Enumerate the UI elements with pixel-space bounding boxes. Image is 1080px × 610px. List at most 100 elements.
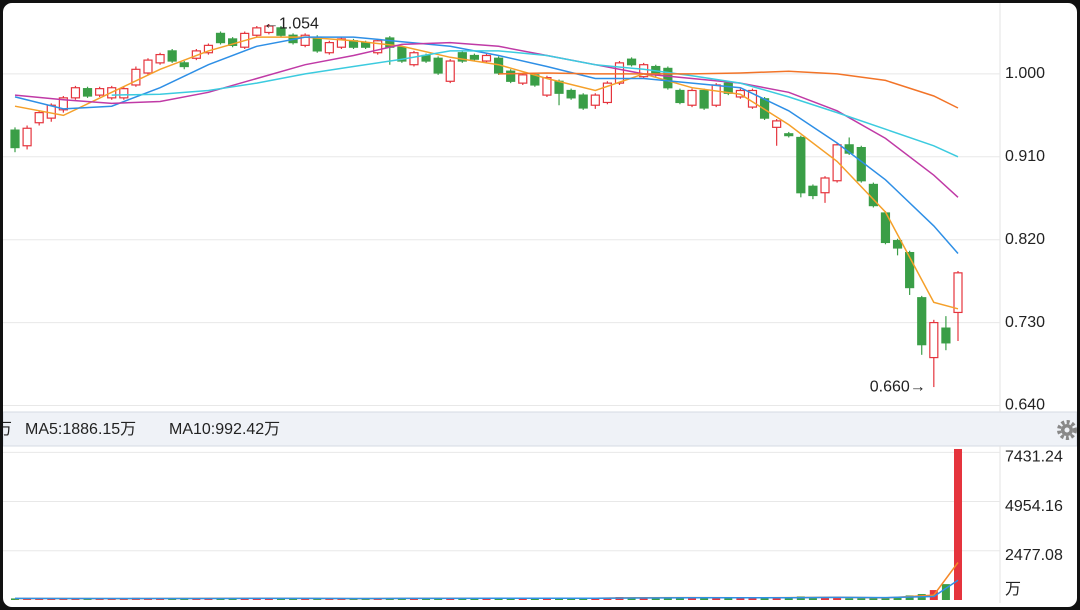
candle-body <box>506 70 516 82</box>
gear-hole <box>1064 427 1070 433</box>
volume-bar <box>700 597 709 600</box>
candle-body <box>336 38 347 48</box>
volume-bar <box>893 597 902 600</box>
volume-bar <box>107 598 116 600</box>
candle-body <box>699 89 709 109</box>
candle-body <box>264 25 274 34</box>
candle-body <box>155 53 165 64</box>
volume-bar <box>591 598 600 600</box>
legend-entry: MA10:992.42万 <box>169 421 280 438</box>
volume-bar <box>83 598 92 600</box>
ma-line <box>111 50 959 158</box>
candle-body <box>119 88 129 99</box>
y-tick-label: 2477.08 <box>1005 547 1063 564</box>
volume-bar <box>470 598 479 600</box>
volume-bar <box>349 598 358 600</box>
volume-bar <box>760 597 769 600</box>
y-tick-label: 7431.24 <box>1005 449 1063 466</box>
candle-body <box>602 82 612 104</box>
candle-body <box>421 54 431 62</box>
volume-bar <box>821 597 830 600</box>
candle-body <box>675 89 685 104</box>
candle-body <box>397 46 407 62</box>
volume-bar <box>530 598 539 600</box>
volume-bar <box>857 598 866 600</box>
candle-body <box>518 74 528 84</box>
y-unit-label: 万 <box>1005 581 1021 598</box>
volume-bar <box>494 598 503 600</box>
volume-bar <box>458 598 467 600</box>
candle-body <box>905 251 915 289</box>
volume-bar <box>954 448 962 600</box>
volume-bar <box>639 597 648 600</box>
volume-bar <box>276 598 285 600</box>
legend-clipped: 万 <box>3 421 12 438</box>
y-tick-label: 1.000 <box>1005 65 1045 82</box>
ma-line <box>14 579 959 600</box>
candle-body <box>34 111 44 124</box>
candle-body <box>143 59 153 74</box>
candle-body <box>941 327 951 344</box>
ma-line <box>15 562 959 600</box>
candle-body <box>409 52 419 66</box>
ma-line <box>14 36 959 310</box>
candle-body <box>22 127 32 147</box>
volume-bar <box>422 598 431 600</box>
volume-bar <box>409 598 418 600</box>
ma-line <box>14 36 959 254</box>
candle-body <box>566 89 576 99</box>
volume-bar <box>59 598 68 600</box>
volume-bar <box>833 596 842 600</box>
volume-bar <box>325 598 334 600</box>
gear-teeth <box>1057 420 1077 440</box>
candle-body <box>481 54 492 62</box>
candle-body <box>590 94 600 106</box>
candle-body <box>433 57 443 74</box>
volume-bar <box>180 598 189 600</box>
legend-entry: MA5:1886.15万 <box>25 421 136 438</box>
volume-bar <box>361 598 370 600</box>
volume-bar <box>579 598 588 600</box>
candle-body <box>929 321 939 359</box>
volume-bar <box>567 598 576 600</box>
volume-bar <box>651 598 660 600</box>
candle-body <box>179 62 189 68</box>
volume-bar <box>555 598 564 600</box>
candle-body <box>953 272 963 314</box>
volume-bar <box>688 597 697 600</box>
volume-bar <box>228 598 237 600</box>
settings-icon[interactable] <box>1057 420 1077 440</box>
volume-bar <box>748 598 757 600</box>
y-tick-label: 0.730 <box>1005 314 1045 331</box>
volume-bar <box>289 598 298 600</box>
volume-bar <box>506 598 515 600</box>
candle-body <box>10 129 20 149</box>
ma-line <box>498 70 959 109</box>
candle-body <box>554 80 564 94</box>
candle-body <box>131 68 141 86</box>
y-tick-label: 0.910 <box>1005 148 1045 165</box>
high-annotation: ←1.054 <box>263 15 319 32</box>
volume-bar <box>192 598 201 600</box>
volume-bar <box>845 598 854 600</box>
candle-body <box>215 32 226 44</box>
volume-bar <box>603 597 612 600</box>
candle-body <box>300 34 310 46</box>
candle-body <box>796 136 806 194</box>
candle-body <box>614 62 625 84</box>
candle-body <box>917 297 927 346</box>
volume-bar <box>301 598 310 600</box>
chart: 0.640 0.730 0.820 0.910 1.000 2477.08 4954.16 7… <box>3 3 1077 603</box>
volume-bar <box>941 584 950 600</box>
candle-body <box>324 42 334 54</box>
candle-body <box>820 177 830 194</box>
volume-bar <box>482 598 491 600</box>
candle-body <box>70 87 81 99</box>
candle-body <box>469 54 480 60</box>
volume-bar <box>712 597 721 600</box>
volume-bar <box>808 597 817 600</box>
volume-bar <box>675 597 684 600</box>
candle-body <box>687 89 697 106</box>
y-tick-label: 4954.16 <box>1005 498 1063 515</box>
